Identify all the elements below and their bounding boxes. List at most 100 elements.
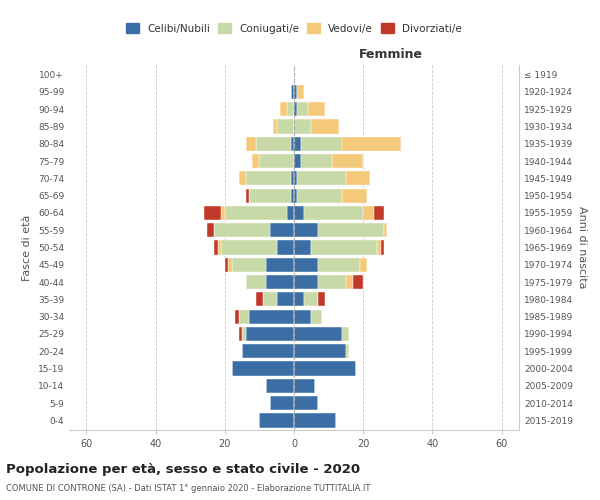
Bar <box>343 188 367 202</box>
Bar <box>266 275 294 289</box>
Bar <box>343 136 401 151</box>
Bar <box>294 136 301 151</box>
Bar <box>245 171 290 186</box>
Bar <box>301 136 343 151</box>
Bar <box>273 120 277 134</box>
Bar <box>204 206 221 220</box>
Bar <box>294 206 304 220</box>
Bar <box>290 136 294 151</box>
Bar <box>290 171 294 186</box>
Bar <box>301 154 332 168</box>
Bar <box>214 240 218 254</box>
Bar <box>266 379 294 393</box>
Bar <box>298 188 343 202</box>
Bar <box>245 136 256 151</box>
Bar <box>290 188 294 202</box>
Y-axis label: Anni di nascita: Anni di nascita <box>577 206 587 289</box>
Text: Popolazione per età, sesso e stato civile - 2020: Popolazione per età, sesso e stato civil… <box>6 462 360 475</box>
Bar <box>266 258 294 272</box>
Bar <box>242 327 245 341</box>
Bar <box>294 171 298 186</box>
Bar <box>239 171 245 186</box>
Bar <box>346 344 349 358</box>
Bar <box>277 240 294 254</box>
Bar <box>232 258 266 272</box>
Bar <box>249 310 294 324</box>
Bar <box>208 223 214 238</box>
Bar <box>294 362 356 376</box>
Y-axis label: Fasce di età: Fasce di età <box>22 214 32 280</box>
Bar <box>270 396 294 410</box>
Bar <box>249 188 290 202</box>
Bar <box>353 275 363 289</box>
Bar <box>343 327 349 341</box>
Bar <box>346 171 370 186</box>
Bar <box>280 102 287 116</box>
Bar <box>294 120 311 134</box>
Bar <box>242 344 294 358</box>
Bar <box>332 154 363 168</box>
Bar <box>294 102 298 116</box>
Bar <box>263 292 277 306</box>
Bar <box>318 223 384 238</box>
Bar <box>294 344 346 358</box>
Bar <box>304 206 363 220</box>
Bar <box>221 240 277 254</box>
Bar <box>287 206 294 220</box>
Legend: Celibi/Nubili, Coniugati/e, Vedovi/e, Divorziati/e: Celibi/Nubili, Coniugati/e, Vedovi/e, Di… <box>122 19 466 38</box>
Bar <box>245 275 266 289</box>
Bar <box>239 310 249 324</box>
Bar <box>294 414 335 428</box>
Bar <box>294 240 311 254</box>
Bar <box>277 292 294 306</box>
Bar <box>235 310 239 324</box>
Bar <box>256 136 290 151</box>
Bar <box>363 206 374 220</box>
Bar <box>294 188 298 202</box>
Bar <box>239 327 242 341</box>
Bar <box>256 292 263 306</box>
Bar <box>294 379 315 393</box>
Bar <box>294 275 318 289</box>
Bar <box>298 102 308 116</box>
Bar <box>318 258 360 272</box>
Bar <box>308 102 325 116</box>
Bar <box>270 223 294 238</box>
Bar <box>225 206 287 220</box>
Bar <box>374 206 384 220</box>
Bar <box>228 258 232 272</box>
Bar <box>232 362 294 376</box>
Bar <box>384 223 388 238</box>
Bar <box>218 240 221 254</box>
Bar <box>311 240 377 254</box>
Bar <box>294 327 343 341</box>
Text: COMUNE DI CONTRONE (SA) - Dati ISTAT 1° gennaio 2020 - Elaborazione TUTTITALIA.I: COMUNE DI CONTRONE (SA) - Dati ISTAT 1° … <box>6 484 370 493</box>
Bar <box>298 171 346 186</box>
Bar <box>380 240 384 254</box>
Bar <box>245 188 249 202</box>
Bar <box>318 292 325 306</box>
Bar <box>311 310 322 324</box>
Bar <box>346 275 353 289</box>
Bar <box>259 414 294 428</box>
Bar <box>287 102 294 116</box>
Bar <box>294 310 311 324</box>
Bar <box>221 206 225 220</box>
Bar <box>318 275 346 289</box>
Bar <box>294 258 318 272</box>
Bar <box>294 154 301 168</box>
Bar <box>277 120 294 134</box>
Bar <box>298 84 304 99</box>
Bar <box>294 84 298 99</box>
Bar <box>311 120 339 134</box>
Bar <box>225 258 228 272</box>
Bar <box>214 223 270 238</box>
Bar <box>253 154 259 168</box>
Text: Femmine: Femmine <box>359 48 423 62</box>
Bar <box>304 292 318 306</box>
Bar <box>294 396 318 410</box>
Bar <box>360 258 367 272</box>
Bar <box>245 327 294 341</box>
Bar <box>259 154 294 168</box>
Bar <box>294 292 304 306</box>
